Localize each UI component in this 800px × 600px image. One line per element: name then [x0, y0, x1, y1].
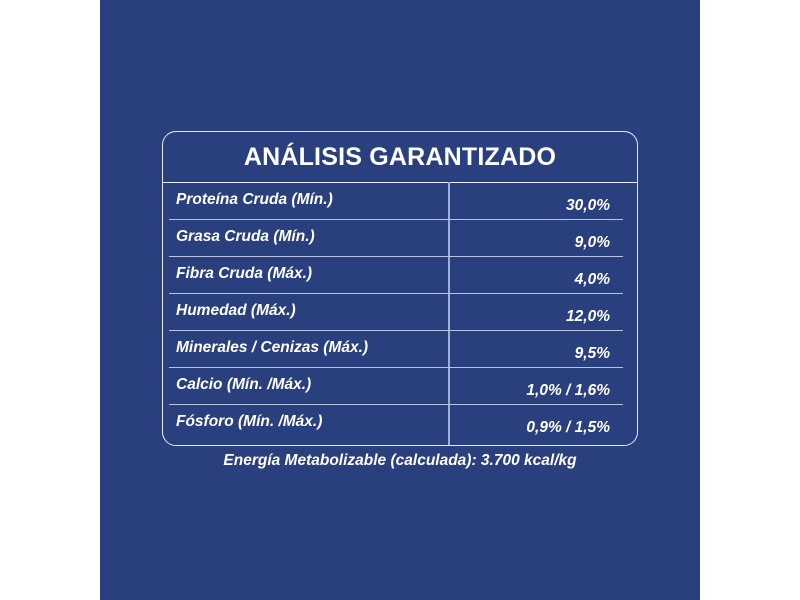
analysis-panel: ANÁLISIS GARANTIZADO Proteína Cruda (Mín…	[100, 0, 700, 600]
row-value: 30,0%	[566, 197, 610, 214]
row-label: Humedad (Máx.)	[176, 302, 296, 319]
row-label: Proteína Cruda (Mín.)	[176, 191, 333, 208]
row-value: 12,0%	[566, 308, 610, 325]
analysis-table: ANÁLISIS GARANTIZADO Proteína Cruda (Mín…	[162, 131, 638, 446]
table-row: Grasa Cruda (Mín.) 9,0%	[163, 220, 637, 257]
row-value: 9,0%	[574, 234, 610, 251]
table-row: Humedad (Máx.) 12,0%	[163, 294, 637, 331]
row-divider	[169, 404, 623, 405]
row-value: 1,0% / 1,6%	[526, 382, 610, 399]
metabolizable-energy-note: Energía Metabolizable (calculada): 3.700…	[223, 452, 577, 469]
row-divider	[169, 367, 623, 368]
table-row: Proteína Cruda (Mín.) 30,0%	[163, 183, 637, 220]
column-divider	[448, 182, 450, 445]
row-label: Calcio (Mín. /Máx.)	[176, 376, 312, 393]
row-label: Fibra Cruda (Máx.)	[176, 265, 313, 282]
row-divider	[169, 330, 623, 331]
row-label: Fósforo (Mín. /Máx.)	[176, 413, 323, 430]
row-label: Minerales / Cenizas (Máx.)	[176, 339, 369, 356]
row-divider	[169, 219, 623, 220]
row-divider	[169, 256, 623, 257]
row-value: 9,5%	[574, 345, 610, 362]
table-title: ANÁLISIS GARANTIZADO	[163, 132, 637, 183]
row-divider	[169, 293, 623, 294]
table-row: Fibra Cruda (Máx.) 4,0%	[163, 257, 637, 294]
table-row: Calcio (Mín. /Máx.) 1,0% / 1,6%	[163, 368, 637, 405]
row-label: Grasa Cruda (Mín.)	[176, 228, 315, 245]
row-value: 4,0%	[574, 271, 610, 288]
row-value: 0,9% / 1,5%	[526, 419, 610, 436]
table-row: Fósforo (Mín. /Máx.) 0,9% / 1,5%	[163, 405, 637, 442]
table-row: Minerales / Cenizas (Máx.) 9,5%	[163, 331, 637, 368]
